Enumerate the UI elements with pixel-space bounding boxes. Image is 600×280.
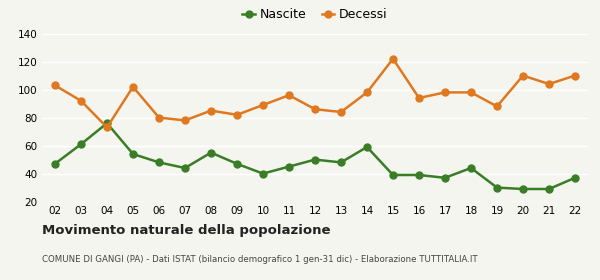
Text: Movimento naturale della popolazione: Movimento naturale della popolazione bbox=[42, 224, 331, 237]
Legend: Nascite, Decessi: Nascite, Decessi bbox=[238, 3, 392, 26]
Text: COMUNE DI GANGI (PA) - Dati ISTAT (bilancio demografico 1 gen-31 dic) - Elaboraz: COMUNE DI GANGI (PA) - Dati ISTAT (bilan… bbox=[42, 255, 478, 264]
